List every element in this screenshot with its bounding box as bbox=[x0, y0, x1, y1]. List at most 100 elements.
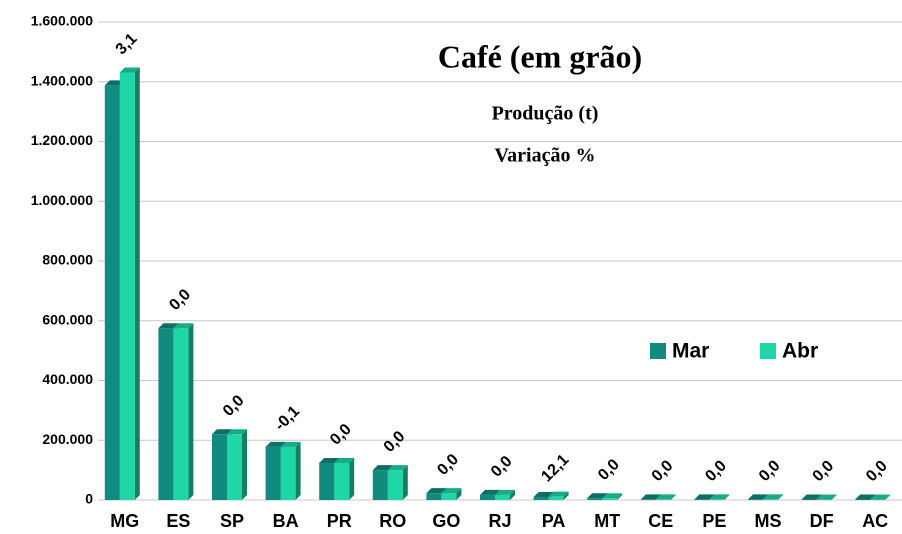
bar-side bbox=[349, 457, 355, 500]
bar bbox=[104, 85, 120, 501]
x-tick-label: DF bbox=[810, 511, 834, 531]
bar-side bbox=[670, 494, 676, 500]
bar bbox=[265, 446, 281, 500]
bar-side bbox=[563, 491, 569, 500]
bar-top bbox=[748, 494, 768, 500]
bar bbox=[319, 462, 335, 500]
bar bbox=[227, 434, 242, 500]
bar-top bbox=[372, 465, 393, 471]
y-tick-label: 400.000 bbox=[42, 371, 93, 387]
bar bbox=[495, 494, 510, 500]
bar-top bbox=[763, 494, 783, 500]
bar bbox=[280, 446, 296, 500]
bar-top bbox=[870, 494, 891, 500]
bar-side bbox=[778, 494, 783, 500]
y-tick-label: 1.000.000 bbox=[31, 192, 93, 208]
bar bbox=[709, 499, 725, 500]
variation-label: 0,0 bbox=[810, 457, 838, 485]
bar-top bbox=[173, 323, 194, 329]
variation-label: 0,0 bbox=[595, 456, 623, 484]
x-tick-label: PR bbox=[327, 511, 352, 531]
variation-label: 0,0 bbox=[220, 392, 248, 420]
bar-top bbox=[587, 493, 608, 499]
bar-top bbox=[548, 491, 569, 497]
bar-side bbox=[510, 489, 515, 500]
variation-label: 0,0 bbox=[756, 457, 784, 485]
bar-side bbox=[885, 494, 891, 500]
y-tick-label: 1.400.000 bbox=[31, 72, 93, 88]
x-tick-label: GO bbox=[432, 511, 460, 531]
x-tick-label: AC bbox=[862, 511, 888, 531]
bar-top bbox=[533, 492, 554, 498]
variation-label: 12,1 bbox=[538, 451, 572, 485]
bar bbox=[640, 499, 656, 500]
x-tick-label: BA bbox=[273, 511, 299, 531]
bar bbox=[372, 470, 388, 500]
y-tick-label: 200.000 bbox=[42, 431, 93, 447]
y-tick-label: 1.600.000 bbox=[31, 13, 93, 29]
y-tick-label: 600.000 bbox=[42, 311, 93, 327]
variation-label: 0,0 bbox=[327, 421, 355, 449]
chart-annotation: Variação % bbox=[495, 145, 596, 167]
bar-side bbox=[724, 494, 730, 500]
bar-top bbox=[602, 493, 623, 499]
variation-label: 0,0 bbox=[702, 457, 730, 485]
bar-top bbox=[212, 429, 232, 435]
bar-top bbox=[265, 441, 286, 447]
bar-side bbox=[456, 488, 462, 500]
bar-top bbox=[655, 494, 676, 500]
bar-side bbox=[402, 465, 408, 500]
bar-side bbox=[188, 323, 194, 500]
x-tick-label: ES bbox=[166, 511, 190, 531]
bar bbox=[763, 499, 778, 500]
bar-side bbox=[295, 441, 301, 500]
bar-top bbox=[319, 457, 340, 463]
x-tick-label: CE bbox=[648, 511, 673, 531]
variation-label: 3,1 bbox=[113, 30, 141, 58]
bar bbox=[533, 497, 549, 500]
bar bbox=[655, 499, 671, 500]
chart-subtitle: Produção (t) bbox=[492, 103, 599, 125]
variation-label: 0,0 bbox=[166, 286, 194, 314]
bar-top bbox=[801, 494, 822, 500]
variation-label: 0,0 bbox=[488, 453, 516, 481]
bar bbox=[158, 328, 174, 500]
bar-top bbox=[426, 488, 447, 494]
variation-label: 0,0 bbox=[434, 451, 462, 479]
bar bbox=[748, 499, 763, 500]
bar bbox=[602, 498, 618, 500]
bar-top bbox=[441, 488, 462, 494]
variation-label: 0,0 bbox=[863, 457, 891, 485]
bar bbox=[694, 499, 710, 500]
x-tick-label: PE bbox=[702, 511, 726, 531]
x-tick-label: SP bbox=[220, 511, 244, 531]
bar-top bbox=[119, 67, 140, 73]
y-tick-label: 0 bbox=[85, 491, 93, 507]
legend-label: Mar bbox=[672, 340, 709, 363]
bar-top bbox=[694, 494, 715, 500]
bar-side bbox=[134, 67, 140, 501]
x-tick-label: RO bbox=[379, 511, 406, 531]
bar bbox=[426, 493, 442, 500]
bar-top bbox=[227, 429, 247, 435]
bar bbox=[587, 498, 603, 500]
legend-label: Abr bbox=[782, 340, 818, 363]
bar bbox=[387, 470, 403, 500]
variation-label: 0,0 bbox=[381, 428, 409, 456]
bar bbox=[173, 328, 189, 500]
y-tick-label: 1.200.000 bbox=[31, 132, 93, 148]
bar-side bbox=[831, 494, 837, 500]
bar-top bbox=[158, 323, 179, 329]
bar-top bbox=[816, 494, 837, 500]
bar-top bbox=[387, 465, 408, 471]
bar bbox=[212, 434, 227, 500]
bar bbox=[441, 493, 457, 500]
bar-top bbox=[495, 489, 515, 495]
bar bbox=[480, 494, 495, 500]
bar-top bbox=[280, 441, 301, 447]
x-tick-label: MS bbox=[755, 511, 782, 531]
bar-top bbox=[709, 494, 730, 500]
chart-title: Café (em grão) bbox=[438, 38, 642, 74]
legend-swatch bbox=[650, 343, 666, 359]
